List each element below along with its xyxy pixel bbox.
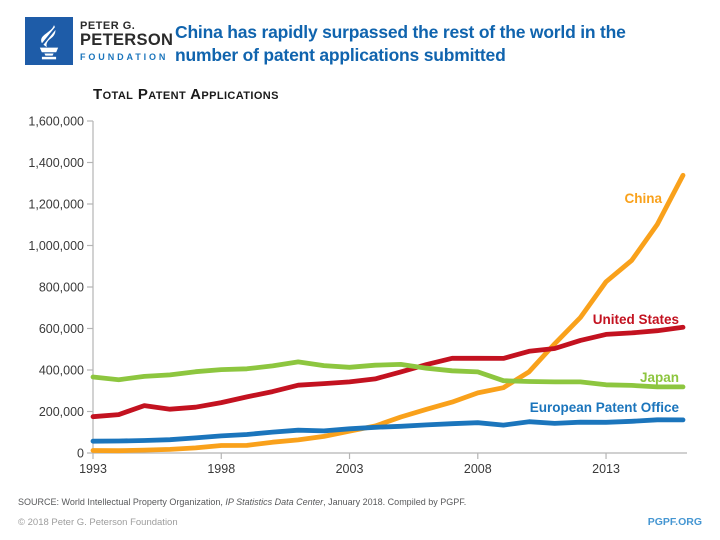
line-japan [90, 359, 686, 390]
logo-line-2: PETERSON [80, 31, 174, 49]
x-axis-label: 1998 [207, 462, 235, 476]
page-title-line-2: number of patent applications submitted [175, 45, 506, 65]
copyright-text: © 2018 Peter G. Peterson Foundation [18, 517, 178, 528]
page-title-line-1: China has rapidly surpassed the rest of … [175, 22, 626, 42]
chart-title: Total Patent Applications [93, 86, 279, 103]
pgpf-logo [25, 17, 73, 65]
source-prefix: SOURCE: World Intellectual Property Orga… [18, 497, 226, 507]
y-axis-label: 600,000 [39, 322, 84, 336]
page-title: China has rapidly surpassed the rest of … [175, 21, 626, 67]
source-suffix: , January 2018. Compiled by PGPF. [323, 497, 467, 507]
x-axis-label: 2003 [336, 462, 364, 476]
y-axis-label: 1,000,000 [28, 239, 84, 253]
y-axis-label: 400,000 [39, 364, 84, 378]
y-axis-label: 1,600,000 [28, 115, 84, 129]
line-european-patent-office [90, 417, 686, 444]
source-note: SOURCE: World Intellectual Property Orga… [18, 497, 466, 507]
pgpf-org-link[interactable]: PGPF.ORG [647, 516, 702, 528]
x-axis-label: 1993 [79, 462, 107, 476]
series-label-china: China [624, 191, 662, 206]
source-italic: IP Statistics Data Center [225, 497, 324, 507]
y-axis-label: 200,000 [39, 405, 84, 419]
y-axis-label: 1,400,000 [28, 156, 84, 170]
logo-wordmark: PETER G. PETERSON FOUNDATION [80, 17, 173, 64]
x-axis-label: 2013 [592, 462, 620, 476]
header: PETER G. PETERSON FOUNDATION [25, 17, 173, 65]
y-axis-label: 0 [77, 447, 84, 461]
logo-line-3: FOUNDATION [80, 52, 169, 62]
logo-line-1: PETER G. [80, 20, 136, 32]
series-label-united-states: United States [593, 312, 679, 327]
x-axis-label: 2008 [464, 462, 492, 476]
y-axis-label: 800,000 [39, 281, 84, 295]
series-label-european-patent-office: European Patent Office [530, 400, 680, 415]
torch-icon [39, 25, 59, 60]
line-united-states [90, 324, 686, 420]
line-china [90, 172, 686, 454]
series-label-japan: Japan [640, 370, 679, 385]
y-axis-label: 1,200,000 [28, 198, 84, 212]
